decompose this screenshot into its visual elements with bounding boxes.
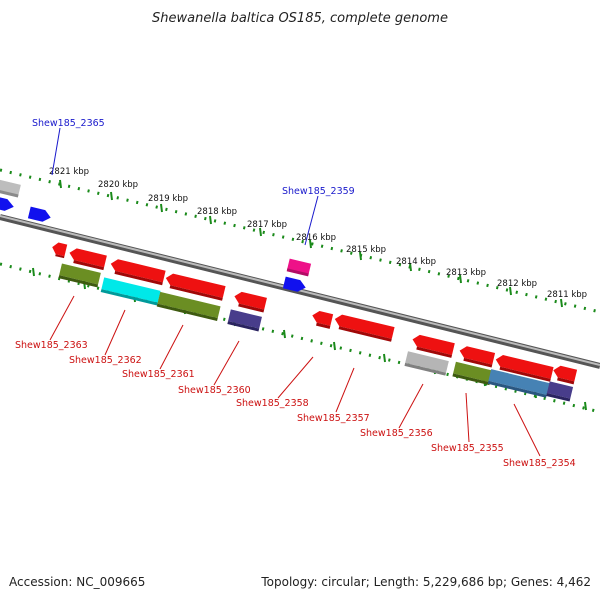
gene-blue-edge-left[interactable] — [0, 194, 15, 212]
gene-steel-2354[interactable] — [487, 369, 550, 398]
gene-red-2358a[interactable] — [310, 310, 334, 329]
scale-label-2818: 2818 kbp — [197, 207, 237, 217]
gene-red-2354a[interactable] — [494, 354, 554, 382]
gene-label-2354[interactable]: Shew185_2354 — [503, 458, 576, 469]
gene-olive-2363[interactable] — [58, 263, 101, 288]
gene-red-2357a[interactable] — [333, 313, 395, 342]
forward-strand-genes — [0, 173, 312, 294]
scale-label-2816: 2816 kbp — [296, 233, 336, 243]
gene-olive-2355[interactable] — [452, 361, 493, 386]
gene-red-2360a[interactable] — [232, 290, 267, 313]
scale-label-2814: 2814 kbp — [396, 257, 436, 267]
reverse-strand-red-genes — [50, 241, 578, 385]
gene-label-2356[interactable]: Shew185_2356 — [360, 428, 433, 439]
upper-scale-track: 2821 kbp 2820 kbp 2819 kbp 2818 kbp 2817… — [0, 167, 600, 314]
gene-red-2354b[interactable] — [551, 364, 578, 385]
scale-label-2813: 2813 kbp — [446, 268, 486, 278]
gene-red-2364b[interactable] — [50, 241, 68, 259]
gene-label-2362[interactable]: Shew185_2362 — [69, 355, 142, 366]
upper-scale-ticks — [59, 179, 563, 308]
gene-gray-edge-left[interactable] — [0, 173, 21, 198]
map-title: Shewanella baltica OS185, complete genom… — [152, 11, 448, 26]
gene-blue-2359b[interactable] — [282, 276, 307, 294]
gene-red-2361a[interactable] — [164, 272, 226, 301]
reverse-strand-domain-bars — [58, 263, 574, 402]
connector-2365 — [51, 127, 61, 176]
scale-label-2821: 2821 kbp — [49, 167, 89, 177]
accession-text: Accession: NC_009665 — [9, 575, 145, 589]
gene-label-2358[interactable]: Shew185_2358 — [236, 398, 309, 409]
gene-olive-2361[interactable] — [156, 291, 221, 321]
gene-purple-2360[interactable] — [227, 309, 262, 332]
gene-red-2356a[interactable] — [410, 333, 455, 358]
gene-label-2363[interactable]: Shew185_2363 — [15, 340, 88, 351]
gene-purple-2354[interactable] — [546, 381, 574, 402]
gene-label-2355[interactable]: Shew185_2355 — [431, 443, 504, 454]
genome-summary-text: Topology: circular; Length: 5,229,686 bp… — [260, 575, 591, 589]
genome-backbone — [0, 214, 600, 369]
scale-label-2815: 2815 kbp — [346, 245, 386, 255]
gene-red-2363a[interactable] — [67, 247, 107, 271]
gene-cyan-2362[interactable] — [100, 277, 161, 306]
reverse-gene-labels: Shew185_2363 Shew185_2362 Shew185_2361 S… — [15, 295, 576, 469]
scale-label-2817: 2817 kbp — [247, 220, 287, 230]
gene-label-2357[interactable]: Shew185_2357 — [297, 413, 370, 424]
scale-label-2819: 2819 kbp — [148, 194, 188, 204]
scale-label-2811: 2811 kbp — [547, 290, 587, 300]
scale-label-2812: 2812 kbp — [497, 279, 537, 289]
gene-label-2365[interactable]: Shew185_2365 — [32, 118, 105, 129]
gene-label-2359[interactable]: Shew185_2359 — [282, 186, 355, 197]
scale-label-2820: 2820 kbp — [98, 180, 138, 190]
gene-red-2362a[interactable] — [109, 258, 166, 286]
forward-gene-labels: Shew185_2365 Shew185_2359 — [32, 118, 355, 246]
connector-2359 — [304, 195, 319, 246]
gene-blue-2364[interactable] — [27, 206, 52, 224]
gene-red-2355a[interactable] — [458, 345, 496, 368]
gene-gray-2356[interactable] — [404, 351, 449, 376]
gene-label-2361[interactable]: Shew185_2361 — [122, 369, 195, 380]
gene-magenta-2359[interactable] — [286, 258, 312, 277]
gene-label-2360[interactable]: Shew185_2360 — [178, 385, 251, 396]
